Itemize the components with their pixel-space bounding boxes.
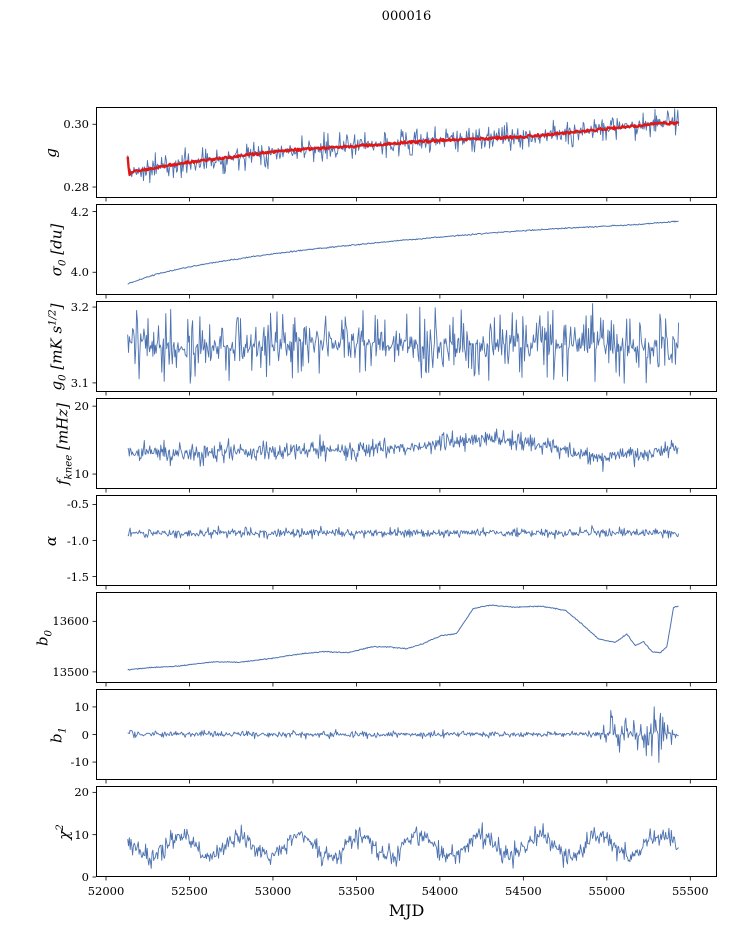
subplot-fknee: 10 20 fknee [mHz] (0, 398, 729, 493)
plot-area-fknee (92, 398, 717, 493)
y-tick-label: 0.28 (63, 180, 89, 195)
x-axis-label: MJD (388, 901, 425, 920)
subplot-sigma0: 4.0 4.2 σ0 [du] (0, 204, 729, 299)
y-tick-label: -1.5 (66, 569, 89, 584)
series-g-smoothed (126, 120, 680, 177)
subplot-g: 0.28 0.30 g (0, 107, 729, 202)
plot-area-g (92, 107, 717, 202)
axes-spine (96, 495, 717, 586)
plot-area-alpha (92, 495, 717, 590)
y-tick-label: 3.2 (70, 300, 89, 315)
y-axis-label-b0: b0 (33, 629, 55, 646)
subplot-alpha: -1.5 -1.0 -0.5 α (0, 495, 729, 590)
subplot-g0: 3.1 3.2 g0 [mK s1/2] (0, 300, 729, 396)
y-tick-label: 20 (74, 785, 89, 800)
y-axis-label-g0: g0 [mK s1/2] (47, 303, 69, 390)
series-sigma0 (127, 220, 679, 285)
y-tick-label: -1.0 (66, 533, 89, 548)
subplot-chi2: 0 10 20 χ2 (0, 785, 729, 884)
subplot-b1: -10 0 10 b1 (0, 689, 729, 784)
y-axis-label-g: g (41, 147, 60, 158)
series-b0 (127, 604, 679, 671)
y-tick-label: 13500 (52, 664, 89, 679)
y-axis-label-alpha: α (41, 535, 60, 546)
y-axis-label-sigma0: σ0 [du] (47, 223, 69, 276)
series-alpha (127, 525, 680, 540)
y-axis-label-chi2: χ2 (55, 823, 74, 840)
y-tick-label: 4.2 (70, 204, 89, 219)
x-tick-label: 54000 (421, 884, 459, 898)
x-tick-label: 52500 (171, 884, 208, 898)
axes-spine (96, 592, 717, 683)
subplot-b0: 13500 13600 b0 (0, 592, 729, 687)
y-tick-label: 13600 (52, 614, 89, 629)
y-tick-label: 10 (74, 467, 89, 482)
axes-spine (96, 204, 717, 295)
y-axis-label-fknee: fknee [mHz] (53, 402, 75, 485)
y-tick-label: 10 (74, 827, 89, 842)
axes-spine (96, 107, 717, 198)
y-tick-label: 0 (81, 727, 89, 742)
axes-spine (96, 786, 717, 877)
series-chi2 (127, 822, 679, 869)
y-tick-label: 3.1 (70, 375, 89, 390)
y-tick-label: 20 (74, 399, 89, 414)
y-tick-label: 4.0 (70, 265, 89, 280)
x-tick-label: 54500 (505, 884, 542, 898)
y-tick-label: -0.5 (66, 497, 89, 512)
axes-spine (96, 398, 717, 489)
y-tick-label: 10 (74, 699, 89, 714)
y-tick-label: 0 (81, 870, 89, 884)
series-g-raw (127, 108, 680, 184)
y-tick-label: -10 (70, 755, 89, 770)
figure-title: 000016 (381, 9, 432, 24)
x-tick-label: 55000 (588, 884, 626, 898)
plot-area-g0 (92, 301, 717, 396)
x-tick-label: 52000 (87, 884, 125, 898)
axes-spine (96, 301, 717, 392)
plot-area-b1 (92, 689, 717, 784)
series-b1 (127, 706, 679, 763)
y-axis-label-b1: b1 (47, 726, 69, 743)
plot-area-chi2 (92, 786, 717, 881)
x-tick-label: 53000 (254, 884, 292, 898)
axes-spine (96, 689, 717, 780)
x-tick-label: 55500 (671, 884, 709, 898)
series-g0 (127, 303, 680, 384)
y-tick-label: 0.30 (63, 117, 89, 132)
plot-area-sigma0 (92, 204, 717, 299)
x-tick-label: 53500 (338, 884, 375, 898)
series-fknee (127, 428, 679, 472)
plot-area-b0 (92, 592, 717, 687)
